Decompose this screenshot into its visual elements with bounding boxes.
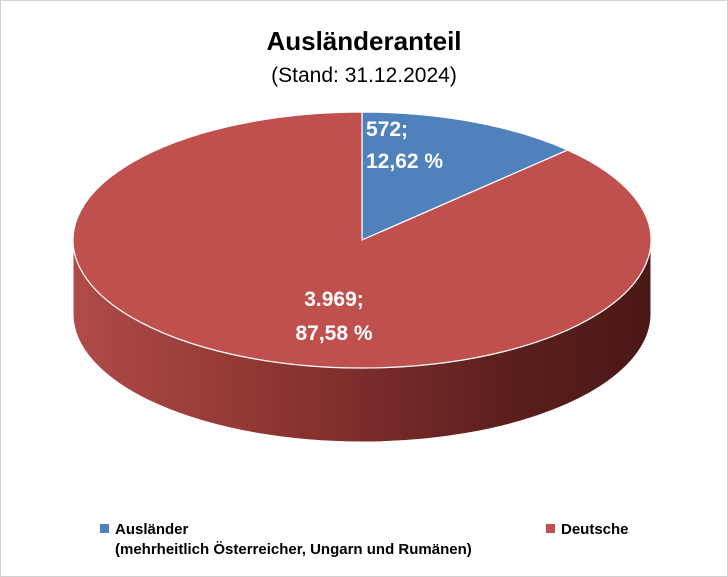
pie-slice-deutsche [72,111,652,369]
pie-slice-auslnder [361,111,570,241]
legend-swatch-deutsche [546,524,555,533]
slice-label-deutsche-percent: 87,58 % [295,322,372,345]
legend-item-auslaender: Ausländer (mehrheitlich Österreicher, Un… [100,520,472,560]
chart-title: Ausländeranteil [266,26,462,56]
slice-label-deutsche-value: 3.969; [304,288,364,311]
legend-note-auslaender: (mehrheitlich Österreicher, Ungarn und R… [115,541,472,558]
chart-subtitle: (Stand: 31.12.2024) [271,64,457,87]
legend-label-auslaender: Ausländer [115,521,189,538]
legend-swatch-auslaender [100,524,109,533]
legend-item-deutsche: Deutsche [546,520,629,540]
pie-top [72,111,652,369]
legend-label-deutsche: Deutsche [561,521,629,538]
slice-label-auslaender-percent: 12,62 % [366,150,443,173]
slice-label-auslaender-value: 572; [366,118,408,141]
